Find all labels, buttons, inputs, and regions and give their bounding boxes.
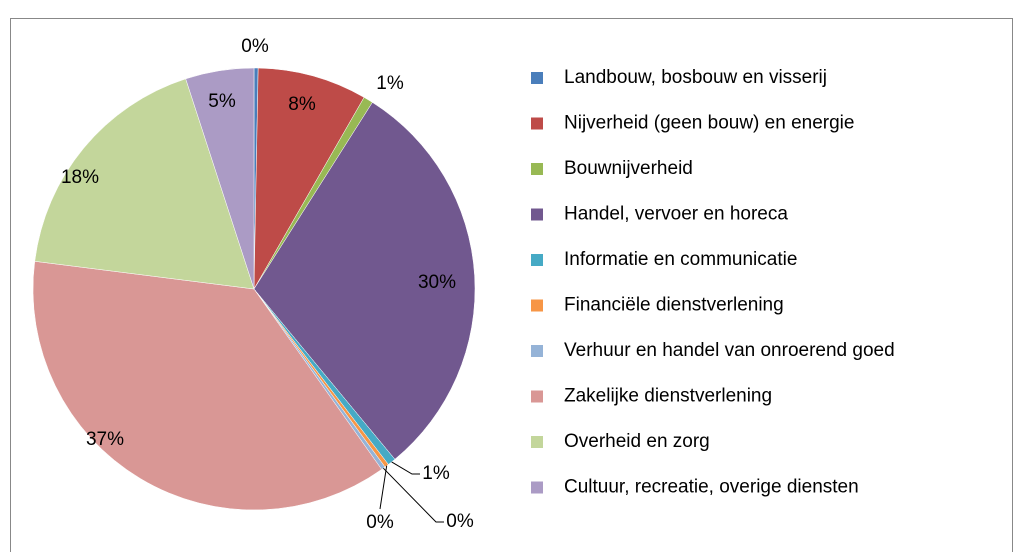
data-label: 30% (418, 272, 456, 293)
legend-label: Financiële dienstverlening (564, 295, 784, 316)
legend-label: Nijverheid (geen bouw) en energie (564, 113, 854, 134)
legend-swatch (531, 117, 543, 130)
legend-label: Zakelijke dienstverlening (564, 386, 772, 407)
legend-swatch (531, 436, 543, 448)
data-label: 5% (208, 91, 236, 112)
data-label: 0% (241, 36, 269, 57)
pie-slice (185, 67, 255, 290)
legend-label: Landbouw, bosbouw en visserij (564, 67, 827, 88)
data-label: 1% (422, 463, 450, 484)
legend-label: Bouwnijverheid (564, 158, 693, 179)
leader-line (379, 465, 388, 510)
data-label: 0% (446, 511, 474, 532)
legend-label: Handel, vervoer en horeca (564, 204, 788, 225)
pie-slice (34, 78, 255, 290)
legend-swatch (531, 299, 543, 312)
legend-swatch (531, 390, 543, 403)
legend-label: Informatie en communicatie (564, 249, 797, 270)
data-label: 18% (61, 167, 99, 188)
legend-swatch (531, 345, 543, 357)
legend-label: Overheid en zorg (564, 431, 710, 452)
data-label: 37% (86, 429, 124, 450)
legend-swatch (531, 72, 543, 84)
data-label: 0% (366, 512, 394, 533)
legend-label: Verhuur en handel van onroerend goed (564, 340, 895, 361)
pie-slice (253, 102, 476, 460)
leader-line (382, 467, 444, 523)
leader-line (391, 461, 420, 475)
legend-swatch (531, 481, 543, 494)
legend-swatch (531, 163, 543, 175)
legend-swatch (531, 208, 543, 221)
legend-label: Cultuur, recreatie, overige diensten (564, 477, 859, 498)
pie-slice (253, 67, 365, 290)
pie-slice (32, 261, 382, 511)
data-label: 1% (376, 73, 404, 94)
data-label: 8% (288, 94, 316, 115)
legend-swatch (531, 254, 543, 266)
